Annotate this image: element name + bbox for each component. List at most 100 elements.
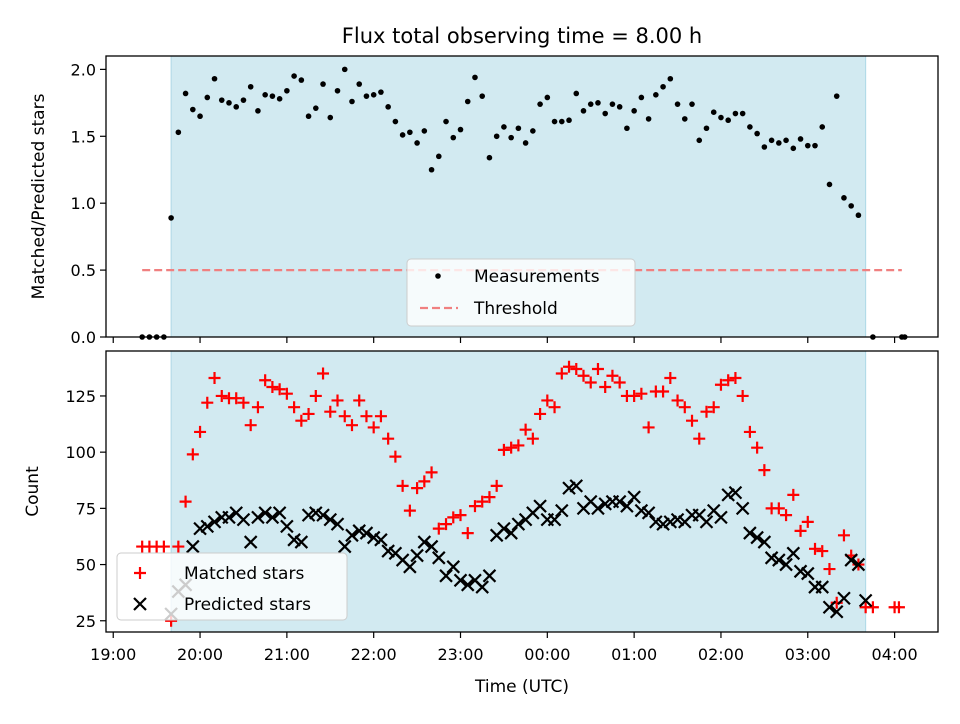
predicted-star-point — [294, 535, 309, 549]
x-tick-label: 01:00 — [611, 645, 657, 664]
measurement-point — [544, 94, 551, 101]
measurement-point — [421, 128, 428, 134]
matched-star-point — [295, 414, 308, 427]
matched-star-point — [837, 529, 850, 542]
matched-star-point — [490, 479, 503, 492]
matched-star-point — [259, 374, 272, 387]
measurement-point — [327, 114, 334, 121]
measurement-point — [530, 128, 536, 134]
measurement-point — [515, 125, 522, 132]
measurement-point — [602, 110, 608, 117]
ratio-legend-box — [406, 258, 636, 327]
measurement-point — [457, 126, 464, 133]
matched-star-point — [201, 396, 214, 409]
measurement-point — [725, 117, 731, 124]
measurement-point — [747, 124, 753, 130]
measurement-point — [587, 101, 594, 107]
measurement-point — [718, 114, 724, 121]
predicted-star-point — [417, 535, 432, 549]
matched-star-point — [555, 367, 568, 380]
matched-star-point — [230, 392, 243, 405]
measurement-point — [233, 104, 240, 110]
predicted-star-point — [410, 548, 424, 563]
y-tick-label: 0.5 — [71, 261, 96, 280]
measurement-point — [566, 117, 572, 124]
ratio-axes-frame — [105, 55, 939, 338]
ratio-panel: 0.00.51.01.52.0 Matched/Predicted stars … — [29, 55, 939, 347]
predicted-star-point — [497, 521, 511, 536]
matched-star-point — [722, 374, 735, 387]
matched-star-point — [512, 439, 525, 452]
measurement-point — [638, 94, 645, 101]
matched-star-point — [693, 432, 706, 445]
measurement-point — [609, 101, 616, 107]
predicted-star-point — [620, 499, 634, 513]
measurement-point — [197, 113, 203, 120]
measurement-point — [486, 154, 493, 161]
matched-star-point — [389, 450, 402, 463]
predicted-star-point — [330, 517, 345, 531]
matched-star-point — [345, 419, 358, 432]
matched-star-point — [237, 396, 250, 409]
y-tick-label: 75 — [76, 499, 96, 518]
matched-star-point — [505, 441, 518, 454]
measurement-point — [573, 90, 580, 97]
matched-star-point — [635, 387, 648, 400]
predicted-star-point — [222, 510, 236, 525]
measurement-point — [501, 124, 507, 130]
matched-star-point — [273, 383, 286, 396]
matched-star-point — [425, 466, 438, 479]
predicted-star-point — [612, 494, 627, 509]
predicted-star-point — [533, 499, 547, 513]
predicted-star-point — [236, 512, 251, 527]
predicted-star-point — [482, 569, 497, 583]
ratio-y-ticks: 0.0 0.5 1.0 1.5 2.0 — [71, 60, 106, 347]
matched-star-point — [172, 540, 185, 553]
matched-star-point — [468, 500, 481, 513]
predicted-star-point — [786, 546, 801, 561]
matched-star-point — [215, 389, 228, 402]
legend-predicted-marker — [133, 597, 147, 611]
predicted-star-point — [728, 485, 743, 500]
measurement-point — [407, 129, 413, 136]
measurement-point — [645, 116, 652, 122]
matched-star-point — [772, 502, 785, 515]
predicted-star-point — [337, 539, 352, 554]
matched-star-point — [447, 511, 460, 524]
y-tick-label: 1.0 — [71, 194, 96, 213]
ratio-x-ticks — [112, 337, 896, 343]
measurement-point — [674, 101, 681, 107]
matched-star-point — [584, 376, 597, 389]
matched-star-point — [794, 524, 807, 537]
x-tick-label: 00:00 — [524, 645, 570, 664]
measurement-point — [190, 106, 196, 113]
matched-star-point — [816, 545, 829, 558]
predicted-star-point — [800, 566, 815, 581]
measurement-point — [334, 87, 341, 94]
measurement-point — [732, 110, 739, 117]
matched-star-point — [534, 407, 547, 420]
count-axes-frame — [105, 350, 939, 633]
matched-star-point — [570, 362, 583, 375]
matched-star-point — [678, 401, 691, 414]
matched-star-point — [317, 367, 330, 380]
measurement-point — [855, 212, 862, 219]
measurement-point — [392, 118, 399, 125]
measurement-point — [240, 97, 247, 103]
measurement-point — [667, 75, 674, 82]
measurement-point — [211, 75, 218, 82]
measurement-point — [768, 137, 775, 144]
matched-star-point — [548, 401, 561, 414]
measurement-point — [703, 125, 710, 132]
y-tick-label: 100 — [65, 443, 96, 462]
predicted-star-point — [424, 539, 439, 554]
measurement-point — [341, 66, 348, 73]
predicted-star-point — [627, 490, 641, 504]
predicted-star-point — [504, 526, 518, 540]
predicted-star-point — [858, 593, 873, 608]
matched-star-point — [157, 540, 170, 553]
measurement-point — [399, 132, 406, 138]
matched-star-point — [563, 360, 576, 373]
measurement-point — [776, 140, 782, 146]
